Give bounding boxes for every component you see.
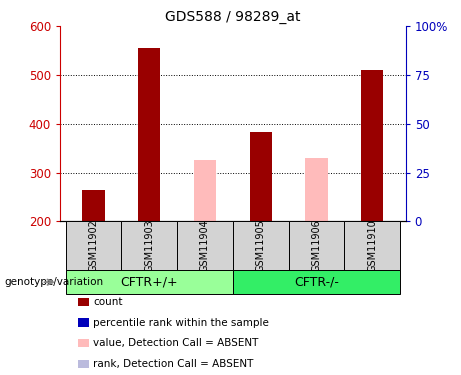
Text: CFTR+/+: CFTR+/+ (120, 276, 178, 289)
Text: genotype/variation: genotype/variation (5, 277, 104, 287)
Bar (289, 221, 344, 270)
Text: GSM11904: GSM11904 (200, 219, 210, 272)
Bar (233, 270, 400, 294)
Text: percentile rank within the sample: percentile rank within the sample (93, 318, 269, 327)
Bar (361, 70, 384, 221)
Bar (249, 132, 272, 221)
Bar (233, 221, 289, 270)
Bar (177, 221, 233, 270)
Bar (78, 360, 89, 368)
Text: GSM11902: GSM11902 (89, 219, 98, 272)
Text: GSM11906: GSM11906 (312, 219, 321, 272)
Text: GSM11910: GSM11910 (367, 219, 377, 272)
Text: CFTR-/-: CFTR-/- (294, 276, 339, 289)
Bar (121, 221, 177, 270)
Text: value, Detection Call = ABSENT: value, Detection Call = ABSENT (93, 338, 259, 348)
Text: GSM11903: GSM11903 (144, 219, 154, 272)
Bar (78, 339, 89, 347)
Bar (82, 190, 105, 221)
Bar (65, 270, 233, 294)
Text: GSM11905: GSM11905 (256, 219, 266, 272)
Bar (78, 318, 89, 327)
Title: GDS588 / 98289_at: GDS588 / 98289_at (165, 10, 301, 24)
Bar (344, 221, 400, 270)
Bar (305, 158, 328, 221)
Bar (78, 298, 89, 306)
Text: rank, Detection Call = ABSENT: rank, Detection Call = ABSENT (93, 359, 254, 369)
Bar (194, 160, 216, 221)
Bar (65, 221, 121, 270)
Bar (138, 48, 160, 221)
Text: count: count (93, 297, 123, 307)
